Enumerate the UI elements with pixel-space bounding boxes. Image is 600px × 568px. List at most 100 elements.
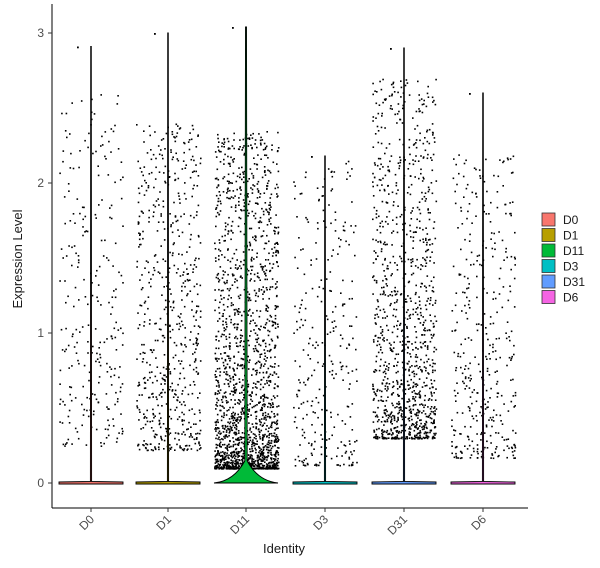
data-point <box>214 455 216 458</box>
data-point <box>228 464 230 467</box>
data-point <box>512 429 514 432</box>
data-point <box>233 390 236 392</box>
data-point <box>217 451 219 454</box>
data-point <box>150 349 153 351</box>
data-point <box>337 413 339 416</box>
data-point <box>261 267 264 270</box>
data-point <box>233 384 235 386</box>
data-point <box>67 415 70 418</box>
data-point <box>414 293 417 296</box>
data-point <box>410 236 412 238</box>
data-point <box>384 405 386 407</box>
data-point <box>351 297 353 300</box>
data-point <box>82 218 84 221</box>
data-point <box>265 274 267 277</box>
data-point <box>389 347 392 349</box>
data-point <box>139 233 141 235</box>
data-point <box>350 225 352 227</box>
data-point <box>325 439 328 441</box>
data-point <box>98 347 100 349</box>
data-point <box>391 94 393 97</box>
data-point <box>311 400 314 403</box>
data-point <box>453 456 456 459</box>
data-point <box>258 445 260 448</box>
data-point <box>493 291 495 294</box>
data-point <box>238 439 241 441</box>
data-point <box>256 380 259 383</box>
data-point <box>241 432 244 434</box>
data-point <box>225 455 227 458</box>
data-point <box>217 432 220 434</box>
data-point <box>413 429 416 432</box>
data-point <box>222 451 224 453</box>
data-point <box>143 194 146 196</box>
data-point <box>256 440 258 443</box>
data-point <box>228 345 231 347</box>
data-point <box>382 371 385 374</box>
data-point <box>214 151 217 153</box>
data-point <box>250 227 253 230</box>
data-point <box>172 300 175 303</box>
data-point <box>234 210 237 212</box>
data-point <box>238 204 240 206</box>
data-point <box>397 162 400 164</box>
data-point <box>494 242 496 244</box>
data-point <box>347 160 350 163</box>
data-point <box>426 241 428 244</box>
data-point <box>395 223 398 225</box>
data-point <box>382 101 384 104</box>
data-point <box>172 306 175 309</box>
data-point <box>156 434 158 436</box>
data-point <box>275 227 278 229</box>
data-point <box>160 417 162 419</box>
data-point <box>252 464 254 466</box>
data-point <box>155 157 157 160</box>
data-point <box>384 388 387 390</box>
data-point <box>414 365 416 368</box>
data-point <box>340 366 343 368</box>
data-point <box>158 153 161 156</box>
data-point <box>422 241 425 243</box>
data-point <box>176 158 179 160</box>
data-point <box>318 464 320 467</box>
data-point <box>161 377 164 380</box>
data-point <box>69 133 71 135</box>
data-point <box>97 401 100 404</box>
data-point <box>330 222 332 225</box>
data-point <box>188 139 191 141</box>
data-point <box>266 357 268 359</box>
data-point <box>464 238 466 241</box>
data-point <box>218 213 221 216</box>
data-point <box>416 124 419 127</box>
data-point <box>228 336 231 339</box>
data-point <box>159 392 162 394</box>
data-point <box>425 377 428 379</box>
data-point <box>481 414 483 417</box>
data-point <box>492 420 495 422</box>
data-point <box>404 273 407 275</box>
data-point <box>97 284 100 286</box>
data-point <box>177 383 179 386</box>
data-point <box>268 170 271 172</box>
data-point <box>199 392 201 394</box>
data-point <box>232 460 234 462</box>
data-point <box>265 309 267 312</box>
data-point <box>221 405 223 407</box>
data-point <box>223 412 225 414</box>
data-point <box>386 315 388 318</box>
data-point <box>81 424 83 427</box>
data-point <box>418 220 421 223</box>
data-point <box>347 372 350 374</box>
data-point <box>177 268 179 270</box>
data-point <box>375 252 377 254</box>
data-point <box>394 426 397 429</box>
data-point <box>215 430 217 432</box>
data-point <box>257 428 260 431</box>
data-point <box>472 417 475 420</box>
data-point <box>188 223 191 225</box>
data-point <box>223 427 226 430</box>
data-point <box>273 371 276 373</box>
data-point <box>322 186 324 188</box>
data-point <box>247 339 250 342</box>
data-point <box>300 192 303 195</box>
